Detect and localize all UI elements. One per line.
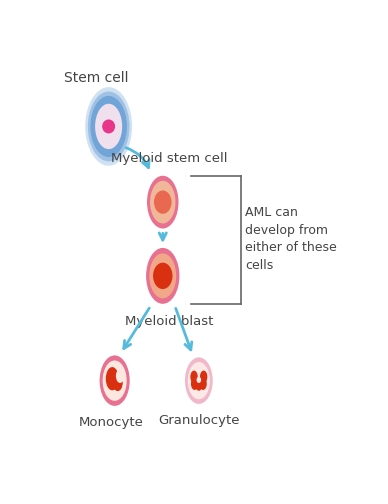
Ellipse shape xyxy=(191,370,198,383)
Text: Myeloid blast: Myeloid blast xyxy=(125,314,213,328)
Text: Monocyte: Monocyte xyxy=(79,416,144,428)
Ellipse shape xyxy=(197,377,201,383)
Ellipse shape xyxy=(102,119,115,134)
Ellipse shape xyxy=(153,263,173,289)
Ellipse shape xyxy=(102,360,127,401)
Ellipse shape xyxy=(195,379,203,391)
Ellipse shape xyxy=(88,92,130,161)
Ellipse shape xyxy=(199,377,207,390)
Text: Stem cell: Stem cell xyxy=(64,71,129,85)
Ellipse shape xyxy=(116,369,124,383)
Ellipse shape xyxy=(191,377,198,390)
Text: Granulocyte: Granulocyte xyxy=(158,414,240,426)
Ellipse shape xyxy=(149,254,176,298)
Ellipse shape xyxy=(147,176,178,228)
Ellipse shape xyxy=(106,367,119,390)
Ellipse shape xyxy=(200,370,207,383)
Ellipse shape xyxy=(90,96,127,157)
Ellipse shape xyxy=(154,191,171,214)
Ellipse shape xyxy=(113,374,123,391)
Text: Myeloid stem cell: Myeloid stem cell xyxy=(111,152,227,165)
Ellipse shape xyxy=(188,362,210,399)
Ellipse shape xyxy=(85,87,132,166)
Ellipse shape xyxy=(185,357,213,404)
Text: AML can
develop from
either of these
cells: AML can develop from either of these cel… xyxy=(246,206,337,272)
Ellipse shape xyxy=(146,248,179,304)
Ellipse shape xyxy=(95,104,122,149)
Ellipse shape xyxy=(150,181,175,223)
Ellipse shape xyxy=(100,355,130,406)
